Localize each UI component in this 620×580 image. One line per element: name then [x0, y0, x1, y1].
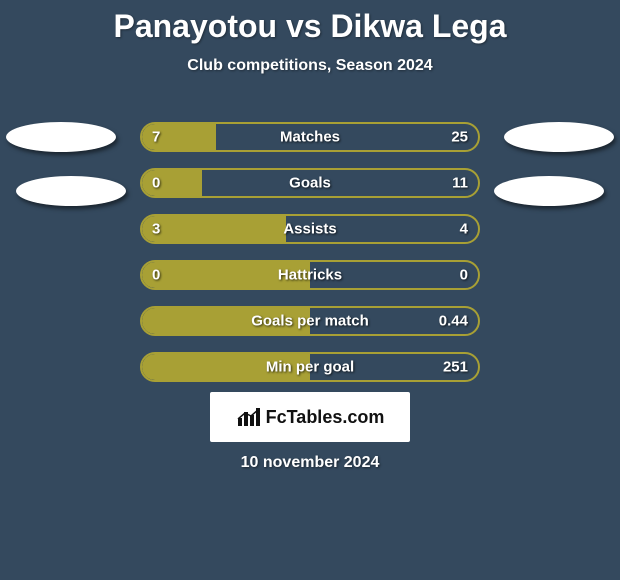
stat-bar: 3 Assists 4	[140, 214, 480, 244]
avatar-left-2	[16, 176, 126, 206]
avatar-right-1	[504, 122, 614, 152]
logo-box: FcTables.com	[210, 392, 410, 442]
page-subtitle: Club competitions, Season 2024	[0, 57, 620, 75]
stat-bar: 0 Hattricks 0	[140, 260, 480, 290]
stat-bar: 0 Goals 11	[140, 168, 480, 198]
footer-date: 10 november 2024	[0, 454, 620, 472]
stat-bar: Min per goal 251	[140, 352, 480, 382]
stat-bar-fill	[142, 216, 286, 242]
stat-label: Assists	[283, 221, 336, 238]
logo-text: FcTables.com	[266, 407, 385, 428]
stat-value-right: 25	[451, 129, 468, 146]
stat-label: Goals	[289, 175, 331, 192]
stat-value-left: 7	[152, 129, 160, 146]
page-title: Panayotou vs Dikwa Lega	[0, 0, 620, 45]
stat-value-left: 0	[152, 175, 160, 192]
stat-value-left: 3	[152, 221, 160, 238]
stat-label: Min per goal	[266, 359, 354, 376]
stat-value-right: 251	[443, 359, 468, 376]
stat-value-right: 11	[452, 175, 468, 192]
stat-label: Matches	[280, 129, 340, 146]
stat-value-right: 0.44	[439, 313, 468, 330]
stat-value-left: 0	[152, 267, 160, 284]
avatar-left-1	[6, 122, 116, 152]
stat-label: Hattricks	[278, 267, 342, 284]
stats-bars-container: 7 Matches 25 0 Goals 11 3 Assists 4 0 Hattricks 0 Go…	[140, 122, 480, 398]
avatar-right-2	[494, 176, 604, 206]
stat-value-right: 0	[460, 267, 468, 284]
stat-label: Goals per match	[251, 313, 369, 330]
stat-bar: 7 Matches 25	[140, 122, 480, 152]
stat-bar: Goals per match 0.44	[140, 306, 480, 336]
bar-chart-icon	[236, 406, 262, 428]
stat-value-right: 4	[460, 221, 468, 238]
